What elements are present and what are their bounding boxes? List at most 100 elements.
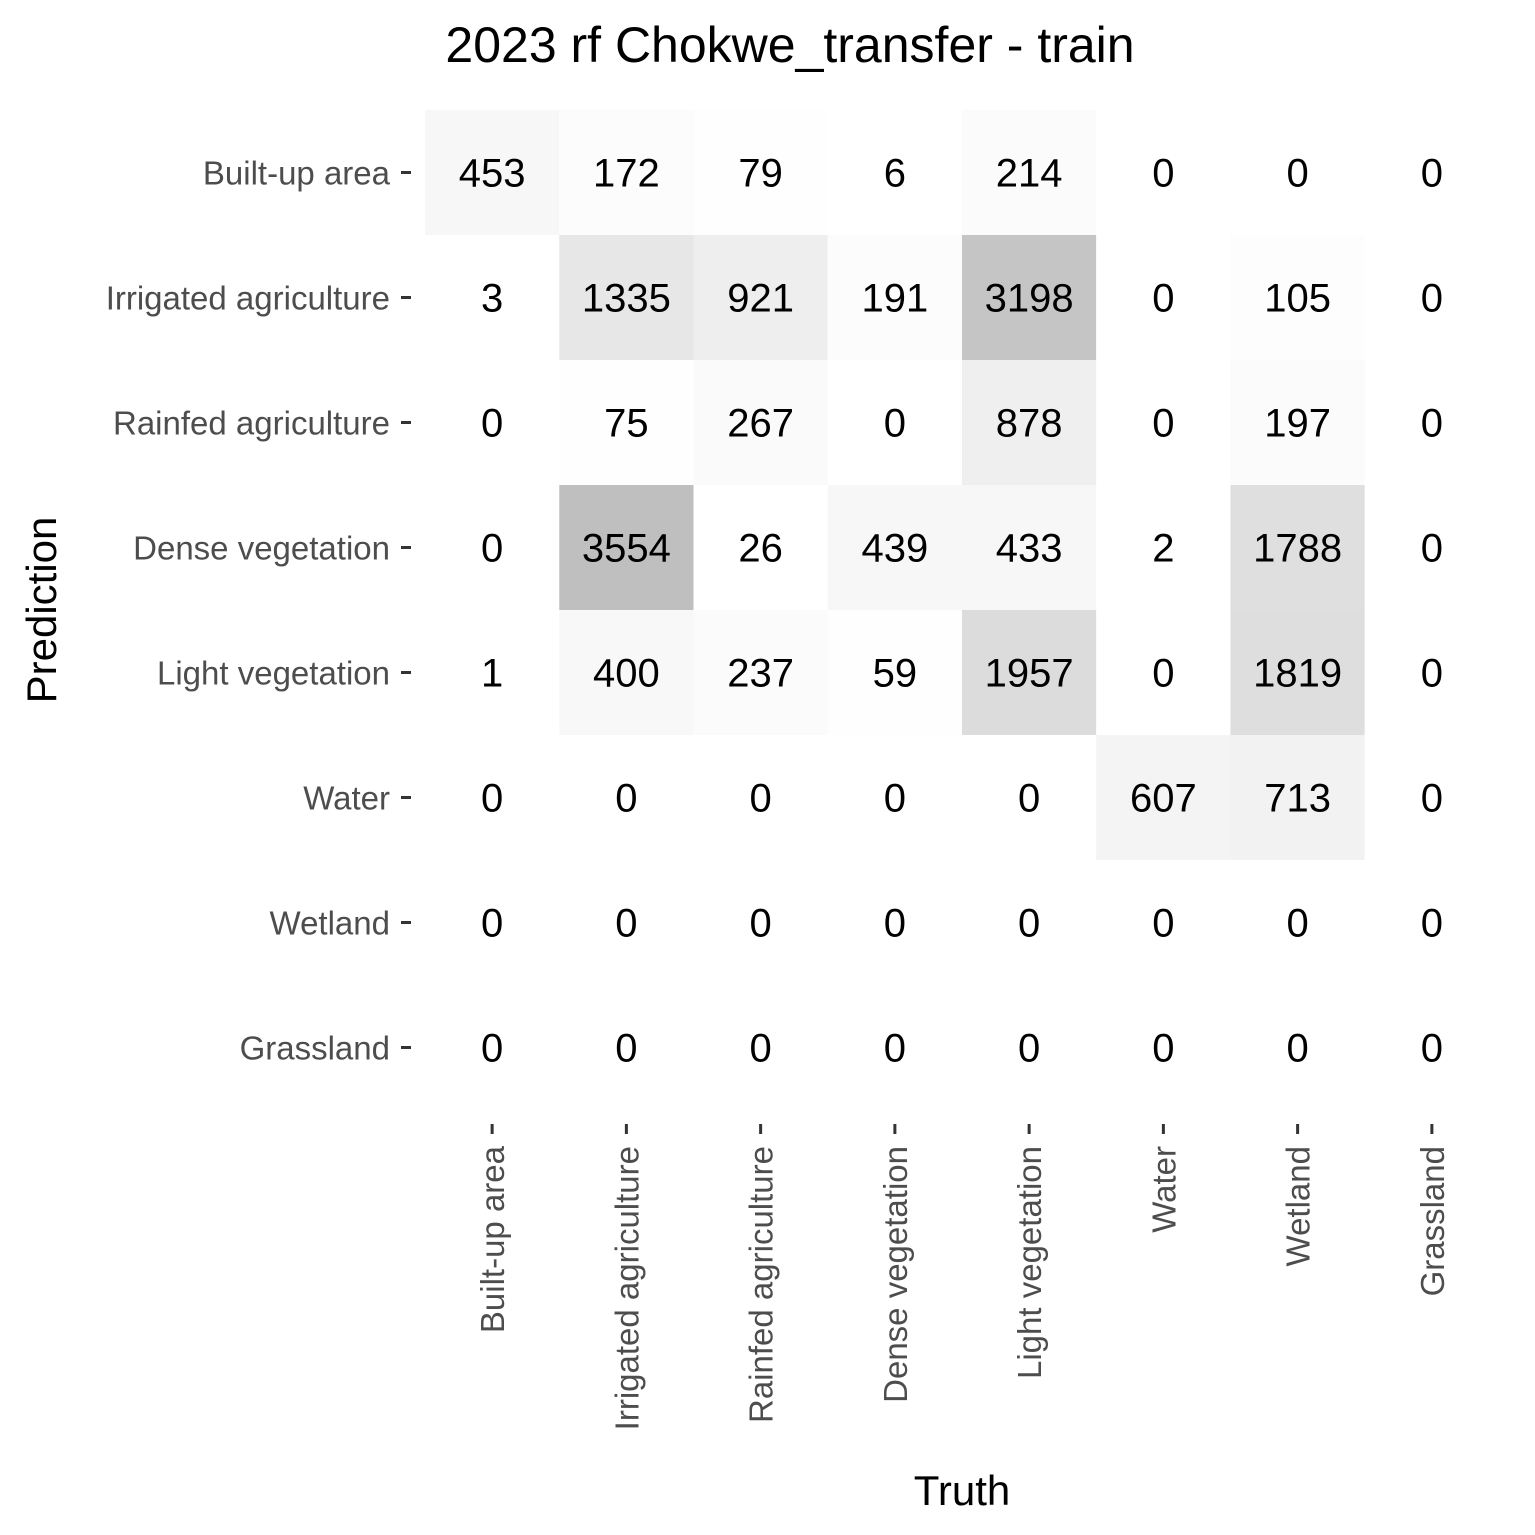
heatmap-cell-r0-c0 [425, 110, 560, 235]
heatmap-cell-r6-c0 [425, 860, 560, 985]
heatmap-cell-r0-c6 [1230, 110, 1365, 235]
y-axis-title: Prediction [18, 517, 65, 704]
heatmap-cell-r3-c4 [962, 485, 1097, 610]
cell-value-r0-c2: 79 [738, 152, 783, 196]
heatmap-cell-r1-c2 [693, 235, 828, 360]
y-tick-label-light-vegetation: Light vegetation [157, 655, 390, 692]
cell-value-r7-c0: 0 [481, 1027, 503, 1071]
cell-value-r3-c3: 439 [862, 527, 929, 571]
heatmap-cell-r0-c5 [1096, 110, 1231, 235]
cell-value-r0-c7: 0 [1421, 152, 1443, 196]
cell-value-r7-c1: 0 [615, 1027, 637, 1071]
heatmap-cell-r4-c7 [1364, 610, 1499, 735]
heatmap-cell-r7-c6 [1230, 985, 1365, 1110]
heatmap-cell-r7-c4 [962, 985, 1097, 1110]
cell-value-r6-c4: 0 [1018, 902, 1040, 946]
heatmap-cell-r2-c7 [1364, 360, 1499, 485]
heatmap-cell-r3-c2 [693, 485, 828, 610]
x-axis-title: Truth [914, 1467, 1010, 1514]
heatmap-cell-r0-c3 [827, 110, 962, 235]
x-tick-label-rainfed-agriculture: Rainfed agriculture [743, 1146, 780, 1423]
cell-value-r3-c2: 26 [738, 527, 783, 571]
heatmap-cell-r6-c3 [827, 860, 962, 985]
cell-value-r2-c2: 267 [727, 402, 794, 446]
x-tick-label-wetland: Wetland [1280, 1146, 1317, 1266]
cell-value-r4-c3: 59 [873, 652, 918, 696]
heatmap-cell-r4-c5 [1096, 610, 1231, 735]
heatmap-cell-r1-c5 [1096, 235, 1231, 360]
heatmap-cell-r7-c0 [425, 985, 560, 1110]
heatmap-cell-r7-c3 [827, 985, 962, 1110]
cell-value-r5-c6: 713 [1264, 777, 1331, 821]
cell-value-r3-c6: 1788 [1253, 527, 1342, 571]
x-tick-label-light-vegetation: Light vegetation [1011, 1146, 1048, 1379]
y-tick-label-irrigated-agriculture: Irrigated agriculture [106, 280, 390, 317]
cell-value-r5-c3: 0 [884, 777, 906, 821]
cell-value-r6-c3: 0 [884, 902, 906, 946]
heatmap-cell-r5-c1 [559, 735, 694, 860]
heatmap-cells [425, 110, 1499, 1110]
cell-value-r0-c6: 0 [1287, 152, 1309, 196]
heatmap-cell-r2-c1 [559, 360, 694, 485]
heatmap-cell-r1-c4 [962, 235, 1097, 360]
heatmap-cell-r5-c6 [1230, 735, 1365, 860]
heatmap-cell-r7-c5 [1096, 985, 1231, 1110]
cell-value-r5-c0: 0 [481, 777, 503, 821]
heatmap-cell-r5-c3 [827, 735, 962, 860]
cell-value-r0-c5: 0 [1152, 152, 1174, 196]
cell-value-r6-c5: 0 [1152, 902, 1174, 946]
heatmap-cell-r5-c2 [693, 735, 828, 860]
cell-value-r3-c4: 433 [996, 527, 1063, 571]
cell-value-r5-c7: 0 [1421, 777, 1443, 821]
heatmap-cell-r5-c5 [1096, 735, 1231, 860]
heatmap-cell-r5-c0 [425, 735, 560, 860]
heatmap-cell-r6-c7 [1364, 860, 1499, 985]
heatmap-cell-r1-c7 [1364, 235, 1499, 360]
heatmap-cell-r4-c4 [962, 610, 1097, 735]
heatmap-cell-r4-c2 [693, 610, 828, 735]
y-tick-label-water: Water [303, 780, 390, 817]
heatmap-cell-r4-c6 [1230, 610, 1365, 735]
cell-value-r4-c0: 1 [481, 652, 503, 696]
heatmap-cell-r6-c4 [962, 860, 1097, 985]
heatmap-cell-r3-c6 [1230, 485, 1365, 610]
heatmap-cell-r4-c3 [827, 610, 962, 735]
cell-value-r7-c7: 0 [1421, 1027, 1443, 1071]
cell-value-r1-c6: 105 [1264, 277, 1331, 321]
cell-value-r4-c1: 400 [593, 652, 660, 696]
cell-value-r3-c0: 0 [481, 527, 503, 571]
heatmap-cell-r2-c4 [962, 360, 1097, 485]
cell-value-r7-c4: 0 [1018, 1027, 1040, 1071]
cell-value-r0-c4: 214 [996, 152, 1063, 196]
chart-title: 2023 rf Chokwe_transfer - train [445, 17, 1134, 73]
cell-value-r2-c3: 0 [884, 402, 906, 446]
cell-value-r6-c0: 0 [481, 902, 503, 946]
cell-value-r5-c4: 0 [1018, 777, 1040, 821]
cell-value-r7-c3: 0 [884, 1027, 906, 1071]
cell-value-r3-c5: 2 [1152, 527, 1174, 571]
x-tick-label-irrigated-agriculture: Irrigated agriculture [608, 1146, 645, 1430]
heatmap-cell-r6-c6 [1230, 860, 1365, 985]
cell-value-r1-c3: 191 [862, 277, 929, 321]
cell-value-r1-c7: 0 [1421, 277, 1443, 321]
heatmap-cell-r4-c0 [425, 610, 560, 735]
heatmap-cell-r1-c0 [425, 235, 560, 360]
heatmap-cell-r6-c1 [559, 860, 694, 985]
cell-value-r5-c5: 607 [1130, 777, 1197, 821]
cell-value-r4-c5: 0 [1152, 652, 1174, 696]
cell-value-r1-c5: 0 [1152, 277, 1174, 321]
y-axis: Built-up area Irrigated agriculture Rainfe… [106, 155, 411, 1067]
y-tick-label-grassland: Grassland [240, 1030, 390, 1067]
cell-value-r2-c4: 878 [996, 402, 1063, 446]
heatmap-cell-r3-c3 [827, 485, 962, 610]
x-axis: Built-up area Irrigated agriculture Rainfe… [474, 1124, 1451, 1430]
heatmap-cell-r7-c1 [559, 985, 694, 1110]
cell-value-r3-c7: 0 [1421, 527, 1443, 571]
heatmap-cell-r2-c3 [827, 360, 962, 485]
cell-value-r6-c7: 0 [1421, 902, 1443, 946]
cell-value-r0-c0: 453 [459, 152, 526, 196]
cell-value-r7-c6: 0 [1287, 1027, 1309, 1071]
cell-value-r7-c5: 0 [1152, 1027, 1174, 1071]
heatmap-cell-r3-c1 [559, 485, 694, 610]
